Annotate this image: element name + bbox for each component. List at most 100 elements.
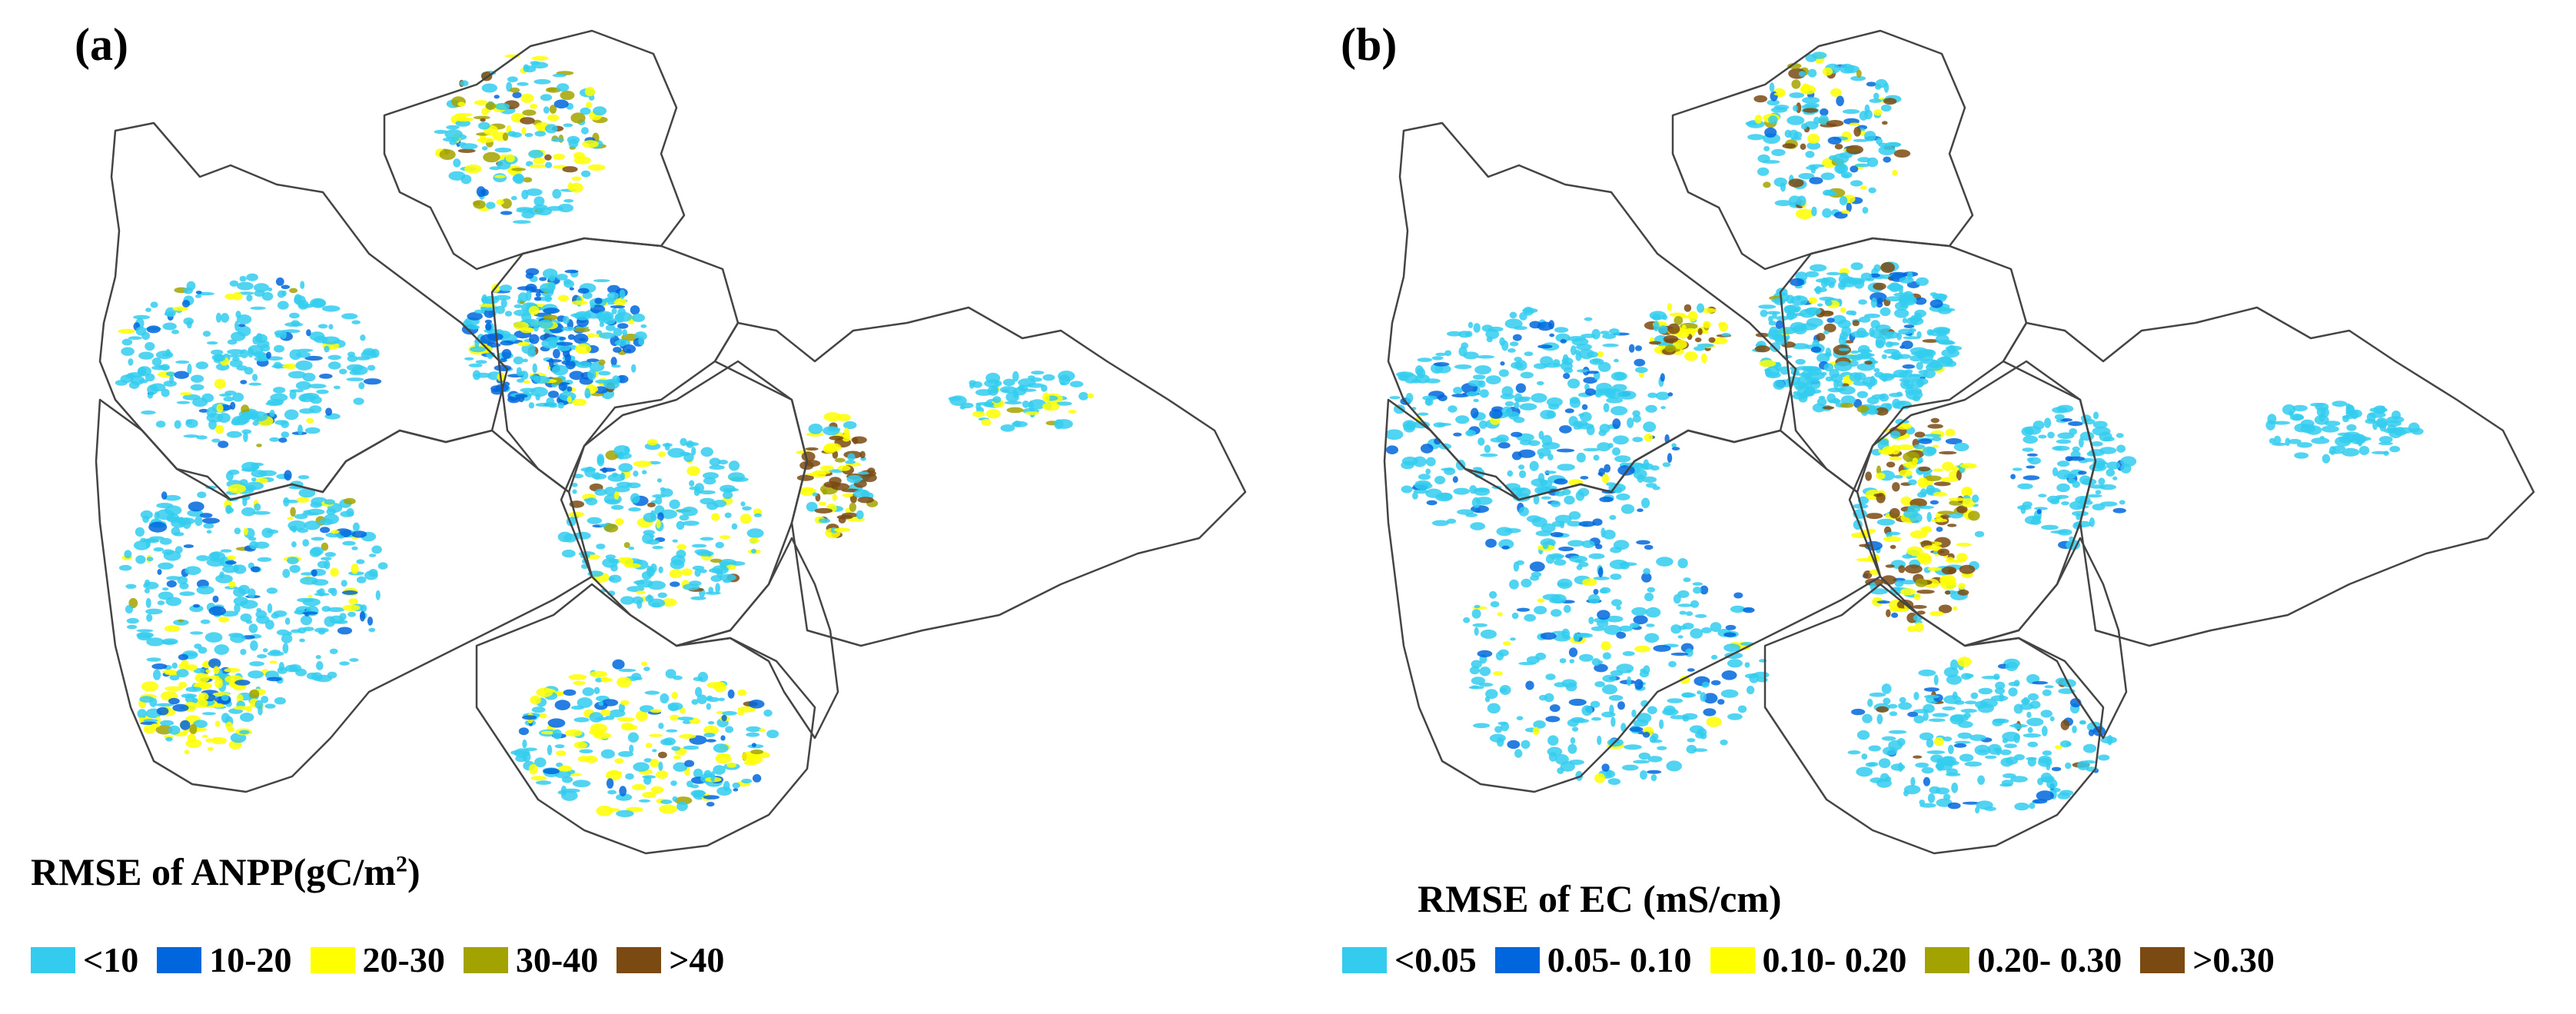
raster-cell bbox=[720, 484, 736, 493]
raster-cell bbox=[328, 324, 334, 330]
raster-cell bbox=[171, 329, 179, 334]
raster-cell bbox=[248, 382, 262, 386]
raster-cell bbox=[703, 477, 716, 485]
raster-cell bbox=[1838, 347, 1850, 351]
raster-cell bbox=[593, 687, 600, 694]
raster-cell bbox=[1635, 345, 1642, 351]
raster-cell bbox=[1583, 447, 1600, 452]
raster-cell bbox=[1600, 641, 1611, 651]
raster-cell bbox=[1697, 303, 1704, 313]
raster-cell bbox=[1453, 387, 1463, 394]
raster-cell bbox=[187, 509, 204, 517]
raster-cell bbox=[1778, 327, 1797, 334]
raster-cell bbox=[1569, 659, 1575, 663]
raster-cell bbox=[1775, 362, 1782, 371]
raster-cell bbox=[557, 83, 570, 92]
raster-cell bbox=[252, 336, 258, 344]
raster-cell bbox=[1451, 394, 1470, 397]
raster-cell bbox=[311, 547, 324, 556]
raster-cell bbox=[1609, 514, 1617, 520]
raster-cell bbox=[617, 751, 634, 757]
raster-cell bbox=[2027, 741, 2039, 748]
raster-cell bbox=[256, 444, 262, 447]
raster-cell bbox=[1918, 669, 1936, 677]
raster-cell bbox=[693, 768, 703, 779]
district-boundary bbox=[1383, 398, 1882, 793]
raster-cell bbox=[306, 672, 318, 680]
district-boundary bbox=[1763, 583, 2105, 855]
raster-cell bbox=[149, 536, 165, 540]
raster-cell bbox=[2027, 726, 2033, 733]
raster-cell bbox=[1902, 364, 1916, 369]
raster-cell bbox=[339, 368, 347, 374]
legend-label: 10-20 bbox=[209, 940, 292, 979]
raster-cell bbox=[547, 339, 559, 347]
raster-cell bbox=[311, 569, 317, 577]
raster-cell bbox=[1602, 343, 1619, 347]
raster-cell bbox=[139, 696, 155, 703]
raster-cell bbox=[623, 542, 630, 548]
raster-cell bbox=[128, 358, 134, 366]
raster-cell bbox=[298, 303, 314, 308]
raster-cell bbox=[563, 123, 573, 128]
raster-cell bbox=[564, 269, 579, 274]
raster-cell bbox=[190, 384, 204, 391]
raster-cell bbox=[1987, 743, 2002, 755]
raster-cell bbox=[1685, 648, 1694, 657]
raster-cell bbox=[1629, 726, 1644, 733]
raster-cell bbox=[234, 527, 241, 534]
raster-cell bbox=[516, 208, 533, 213]
raster-cell bbox=[1889, 711, 1898, 716]
raster-cell bbox=[1684, 351, 1698, 361]
raster-cell bbox=[1723, 632, 1737, 637]
raster-cell bbox=[2026, 711, 2032, 718]
raster-cell bbox=[1889, 456, 1903, 460]
raster-cell bbox=[750, 749, 764, 755]
raster-cell bbox=[1597, 735, 1602, 746]
raster-cell bbox=[1863, 313, 1881, 318]
raster-cell bbox=[1767, 99, 1780, 106]
raster-cell bbox=[1645, 404, 1657, 413]
raster-cell bbox=[187, 733, 197, 743]
raster-cell bbox=[610, 305, 626, 309]
raster-cell bbox=[1873, 494, 1883, 497]
raster-cell bbox=[2378, 436, 2393, 444]
raster-cell bbox=[1902, 317, 1908, 324]
raster-cell bbox=[297, 475, 310, 480]
raster-cell bbox=[1605, 770, 1612, 777]
raster-cell bbox=[347, 354, 358, 362]
raster-cell bbox=[1663, 335, 1679, 344]
raster-cell bbox=[1509, 311, 1517, 319]
raster-cell bbox=[1662, 462, 1671, 467]
raster-cell bbox=[158, 562, 174, 570]
raster-cell bbox=[282, 569, 291, 578]
raster-cell bbox=[823, 481, 841, 488]
raster-cell bbox=[557, 531, 573, 543]
raster-cell bbox=[2106, 468, 2116, 477]
raster-cell bbox=[1614, 487, 1623, 494]
raster-cell bbox=[610, 504, 624, 510]
raster-cell bbox=[333, 385, 341, 390]
raster-cell bbox=[256, 340, 270, 348]
raster-cell bbox=[726, 762, 736, 768]
map-anpp bbox=[95, 29, 1247, 855]
raster-cell bbox=[1496, 737, 1504, 747]
raster-cell bbox=[1797, 195, 1807, 207]
raster-cell bbox=[1768, 321, 1777, 326]
raster-cell bbox=[582, 687, 594, 697]
raster-cell bbox=[193, 720, 208, 729]
raster-cell bbox=[2079, 437, 2084, 448]
raster-cell bbox=[165, 371, 176, 377]
raster-cell bbox=[818, 501, 827, 506]
raster-cell bbox=[582, 291, 593, 299]
raster-cell bbox=[273, 610, 288, 617]
raster-cell bbox=[740, 501, 746, 507]
raster-cell bbox=[294, 514, 308, 520]
raster-cell bbox=[1533, 720, 1546, 729]
raster-cell bbox=[603, 378, 620, 390]
raster-cell bbox=[1549, 704, 1561, 713]
raster-cell bbox=[1660, 373, 1665, 382]
raster-cell bbox=[1833, 361, 1853, 371]
raster-cell bbox=[1868, 187, 1876, 194]
raster-cell bbox=[1892, 398, 1901, 409]
